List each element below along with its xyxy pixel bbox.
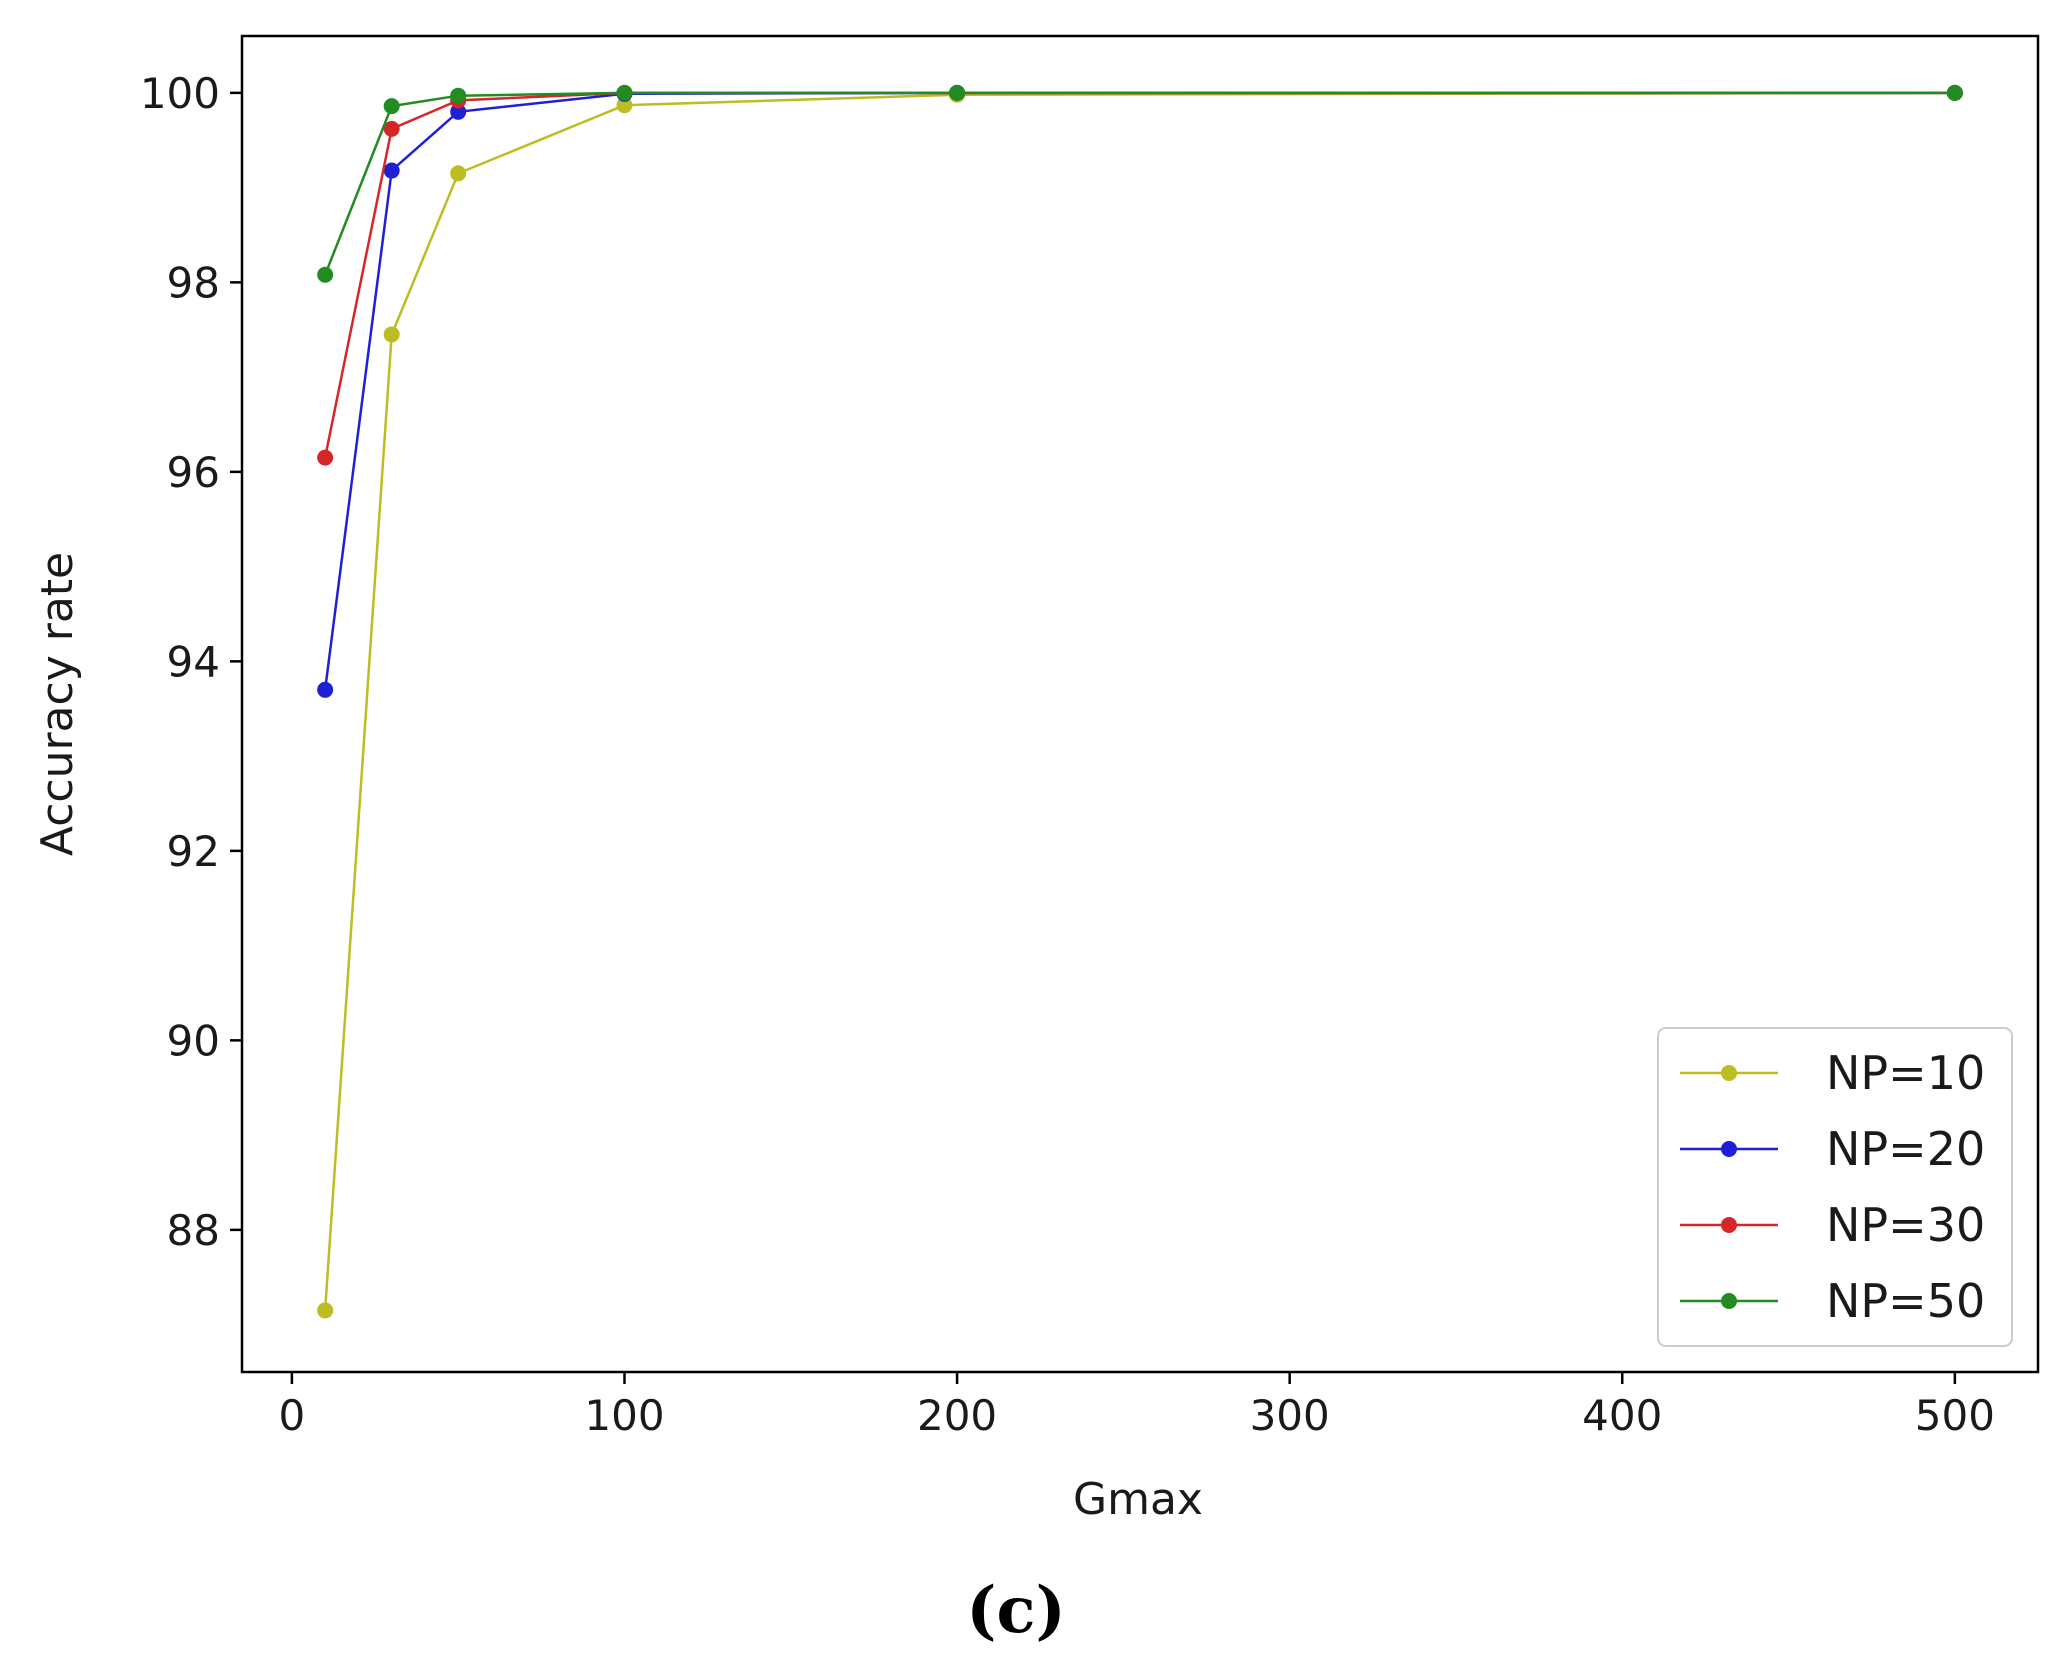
x-axis-label: Gmax [1073,1474,1203,1525]
y-tick-label: 92 [167,827,220,876]
data-point [450,165,467,182]
y-tick-label: 94 [167,637,220,686]
y-tick-label: 88 [167,1206,220,1255]
y-tick-label: 100 [140,69,220,118]
data-point [616,97,633,114]
legend-label: NP=30 [1826,1198,1985,1252]
legend-entry: NP=50 [1680,1274,1985,1328]
x-tick-label: 500 [1915,1391,1995,1440]
data-point [1946,84,1963,101]
series-line [323,91,1955,276]
data-point [383,162,400,179]
data-point [383,326,400,343]
data-point [317,449,334,466]
legend-label: NP=20 [1826,1122,1985,1176]
y-tick-label: 96 [167,448,220,497]
x-tick-label: 400 [1582,1391,1662,1440]
y-tick-label: 98 [167,258,220,307]
data-point [317,681,334,698]
legend-entry: NP=20 [1680,1122,1985,1176]
legend-marker [1721,1065,1737,1081]
figure-caption: (c) [966,1573,1066,1648]
legend: NP=10 NP=20 NP=30 NP=50 [1657,1027,2013,1347]
series-layer [317,84,1963,1319]
data-point [317,266,334,283]
data-point [383,98,400,115]
y-tick-label: 90 [167,1016,220,1065]
x-tick-label: 0 [279,1391,306,1440]
x-axis-ticks: 0 100 200 300 400 500 [279,1372,1995,1440]
y-axis-ticks: 88 90 92 94 96 98 100 [140,69,242,1255]
data-point [949,84,966,101]
legend-label: NP=10 [1826,1046,1985,1100]
legend-entry: NP=30 [1680,1198,1985,1252]
x-tick-label: 100 [584,1391,664,1440]
data-point [450,87,467,104]
x-tick-label: 200 [917,1391,997,1440]
legend-marker [1721,1217,1737,1233]
series-np-50 [317,84,1963,283]
legend-marker [1721,1141,1737,1157]
legend-label: NP=50 [1826,1274,1985,1328]
legend-entry: NP=10 [1680,1046,1985,1100]
data-point [317,1302,334,1319]
data-point [450,103,467,120]
legend-frame [1657,1027,2013,1347]
plot-area-frame [240,34,2040,1374]
y-axis-label: Accuracy rate [32,552,83,856]
legend-marker [1721,1293,1737,1309]
data-point [616,84,633,101]
data-point [383,120,400,137]
series-line [323,91,1955,1311]
x-tick-label: 300 [1250,1391,1330,1440]
